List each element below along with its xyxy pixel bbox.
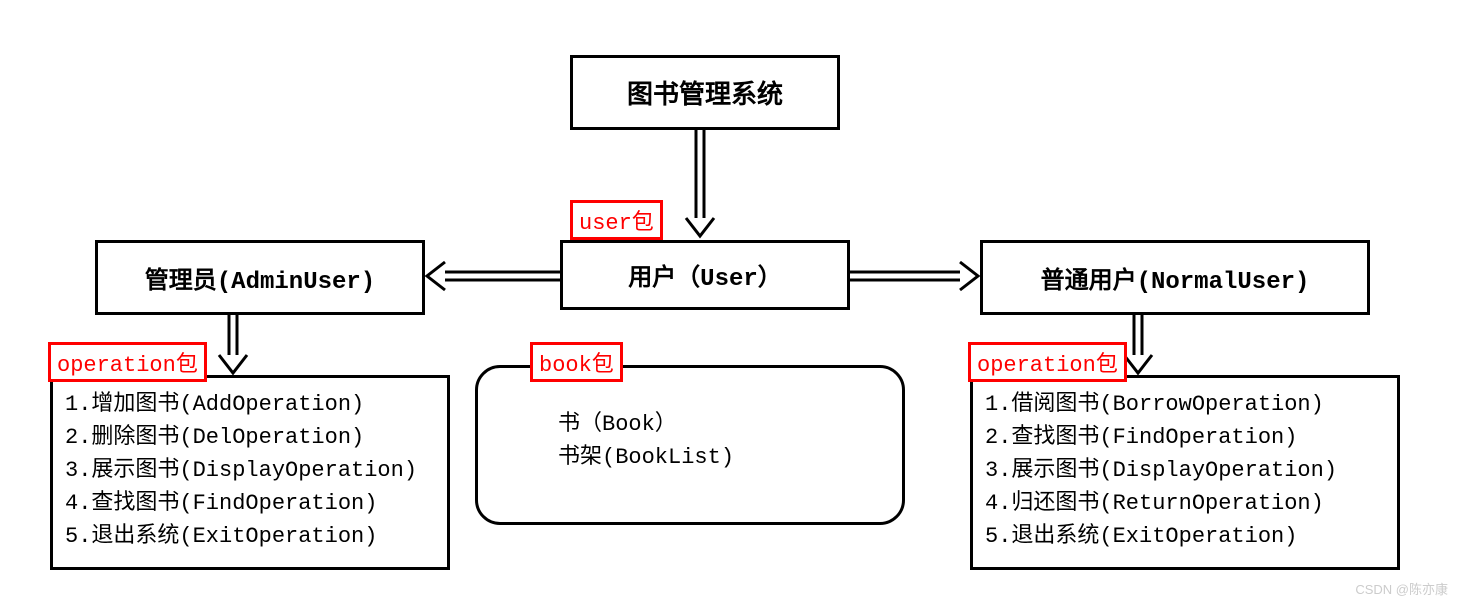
admin-ops-pkg-label: operation包 (48, 342, 207, 382)
user-label: 用户（User） (628, 257, 782, 293)
list-item: 3.展示图书(DisplayOperation) (65, 454, 435, 487)
list-item: 2.删除图书(DelOperation) (65, 421, 435, 454)
normal-ops-box: 1.借阅图书(BorrowOperation) 2.查找图书(FindOpera… (970, 375, 1400, 570)
list-item: 1.借阅图书(BorrowOperation) (985, 388, 1385, 421)
watermark: CSDN @陈亦康 (1355, 579, 1448, 598)
list-item: 1.增加图书(AddOperation) (65, 388, 435, 421)
user-box: 用户（User） (560, 240, 850, 310)
list-item: 5.退出系统(ExitOperation) (985, 520, 1385, 553)
arrow-admin-ops (215, 315, 251, 375)
list-item: 书架(BookList) (558, 441, 734, 474)
admin-ops-box: 1.增加图书(AddOperation) 2.删除图书(DelOperation… (50, 375, 450, 570)
book-box: 书（Book） 书架(BookList) (475, 365, 905, 525)
list-item: 3.展示图书(DisplayOperation) (985, 454, 1385, 487)
user-pkg-label: user包 (570, 200, 663, 240)
list-item: 4.查找图书(FindOperation) (65, 487, 435, 520)
arrow-user-normal (850, 258, 980, 294)
book-pkg-label: book包 (530, 342, 623, 382)
list-item: 2.查找图书(FindOperation) (985, 421, 1385, 454)
arrow-user-admin (425, 258, 560, 294)
normal-ops-pkg-label: operation包 (968, 342, 1127, 382)
admin-box: 管理员(AdminUser) (95, 240, 425, 315)
arrow-system-user (682, 130, 718, 240)
normal-label: 普通用户(NormalUser) (1041, 260, 1310, 296)
system-box: 图书管理系统 (570, 55, 840, 130)
list-item: 4.归还图书(ReturnOperation) (985, 487, 1385, 520)
system-label: 图书管理系统 (627, 74, 783, 111)
list-item: 5.退出系统(ExitOperation) (65, 520, 435, 553)
normal-box: 普通用户(NormalUser) (980, 240, 1370, 315)
list-item: 书（Book） (558, 408, 734, 441)
admin-label: 管理员(AdminUser) (145, 260, 375, 296)
